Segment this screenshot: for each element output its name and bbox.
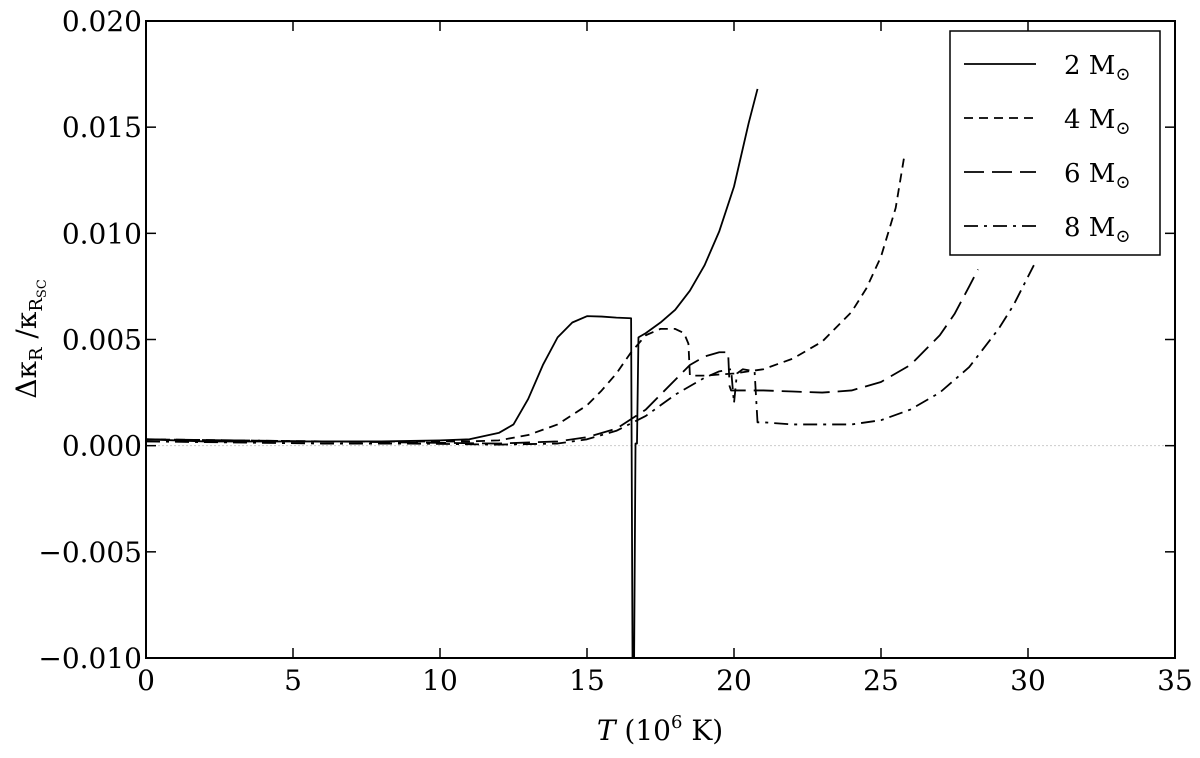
x-tick-label: 20 [716, 664, 752, 697]
x-axis-label-post: K) [682, 714, 723, 747]
sun-symbol-icon: ⊙ [1115, 64, 1130, 85]
legend-label-text: 2 M [1064, 51, 1115, 81]
legend-label-text: 4 M [1064, 105, 1115, 135]
y-tick-label: −0.010 [38, 642, 142, 675]
series-layer [146, 88, 1035, 658]
sun-symbol-icon: ⊙ [1115, 172, 1130, 193]
y-tick-label: −0.005 [38, 536, 142, 569]
x-tick-label: 0 [137, 664, 155, 697]
y-tick-label: 0.015 [62, 111, 142, 144]
ticks-layer: 0 5 10 15 20 25 30 35 −0.010 −0.005 0.000 0.005 0.01… [38, 5, 1192, 697]
legend-label-text: 8 M [1064, 213, 1115, 243]
y-axis-label-sub3: SC [35, 279, 50, 298]
x-tick-label: 10 [422, 664, 458, 697]
y-tick-label: 0.000 [62, 430, 142, 463]
legend-label-4: 8 M⊙ [1064, 213, 1131, 247]
series-line-1 [146, 88, 759, 658]
y-tick-label: 0.010 [62, 217, 142, 250]
series-line-4 [146, 264, 1035, 446]
x-tick-label: 25 [863, 664, 899, 697]
legend-label-1: 2 M⊙ [1064, 51, 1131, 85]
x-tick-label: 15 [569, 664, 605, 697]
x-tick-label: 5 [284, 664, 302, 697]
x-axis-label-pre: (10 [616, 714, 671, 747]
legend-label-text: 6 M [1064, 159, 1115, 189]
sun-symbol-icon: ⊙ [1115, 226, 1130, 247]
series-line-2 [146, 154, 906, 443]
x-axis-label-sup: 6 [671, 712, 682, 733]
sun-symbol-icon: ⊙ [1115, 118, 1130, 139]
y-axis-label-delta: Δκ [10, 361, 43, 399]
y-tick-label: 0.005 [62, 324, 142, 357]
series-line-3 [146, 269, 979, 445]
legend: 2 M⊙4 M⊙6 M⊙8 M⊙ [949, 30, 1161, 256]
y-axis-label-sub2: R [26, 298, 47, 312]
x-axis-label-var: T [597, 714, 618, 747]
x-axis-label: T (106 K) [597, 712, 723, 747]
y-axis-label-slash: /κ [10, 311, 43, 347]
x-tick-label: 30 [1010, 664, 1046, 697]
y-axis-label-sub1: R [26, 347, 47, 361]
x-tick-label: 35 [1157, 664, 1193, 697]
legend-label-3: 6 M⊙ [1064, 159, 1131, 193]
legend-label-2: 4 M⊙ [1064, 105, 1131, 139]
y-axis-label: ΔκR /κRSC [10, 279, 50, 399]
legend-box [949, 30, 1161, 256]
y-tick-label: 0.020 [62, 5, 142, 38]
